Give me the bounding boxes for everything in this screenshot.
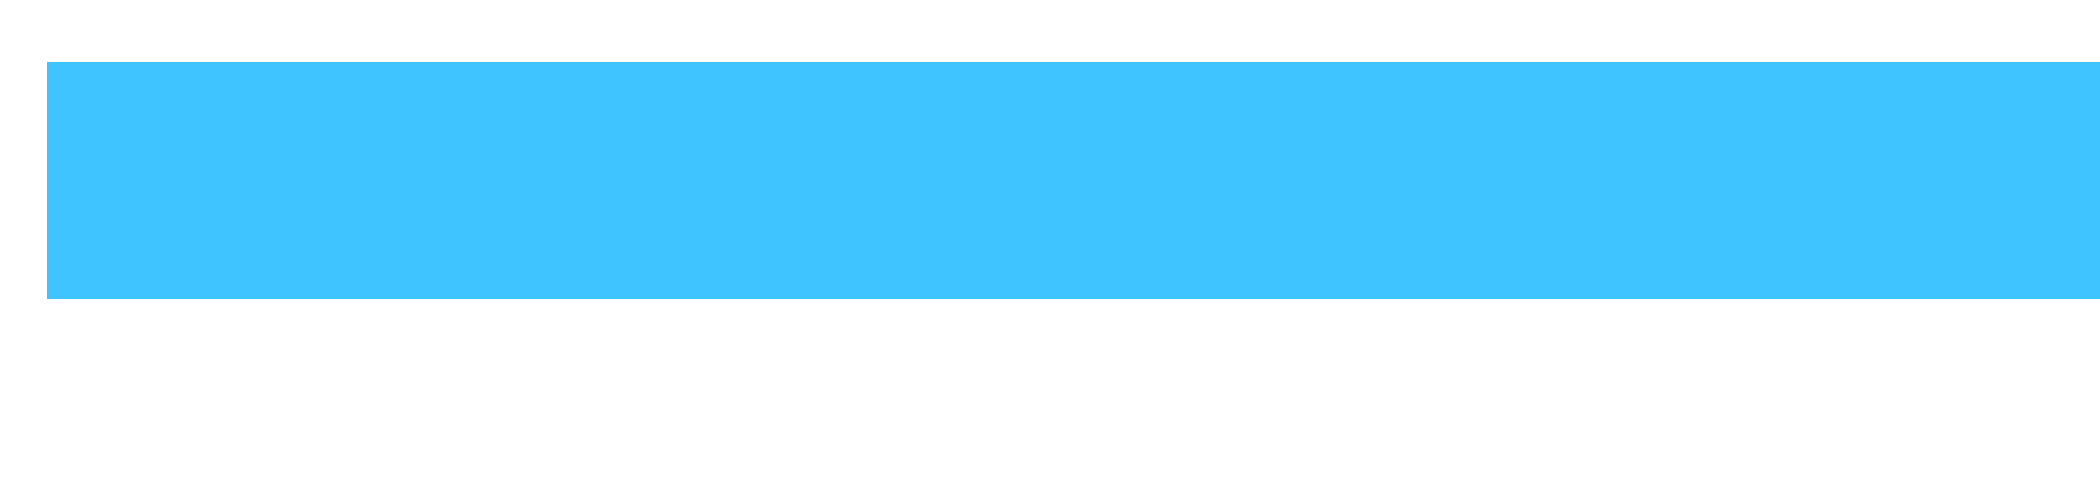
left-margin-area bbox=[0, 62, 47, 299]
top-margin-area bbox=[0, 0, 2100, 62]
blue-bar-label bbox=[47, 62, 2100, 299]
bottom-margin-area bbox=[0, 299, 2100, 490]
blue-bar[interactable] bbox=[47, 62, 2100, 299]
